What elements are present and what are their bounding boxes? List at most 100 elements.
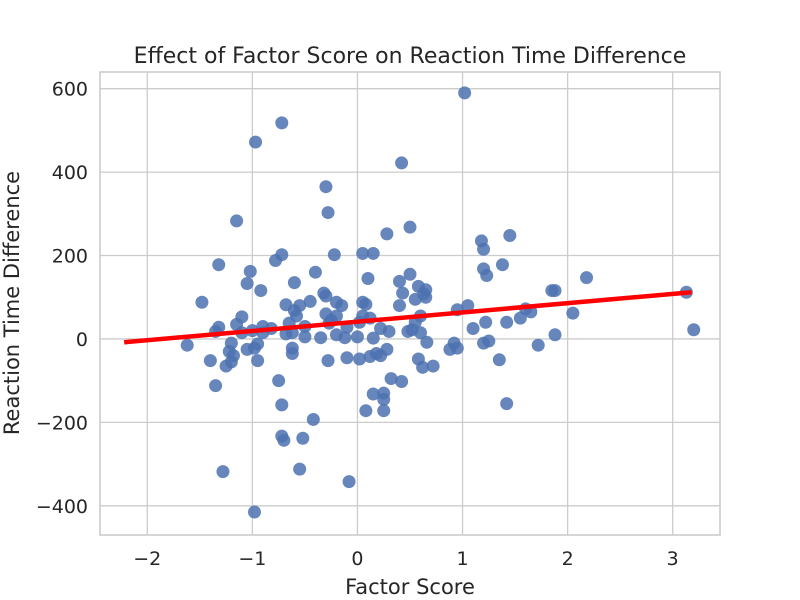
grid-lines bbox=[100, 72, 720, 535]
data-point bbox=[303, 294, 317, 308]
data-point bbox=[321, 354, 335, 368]
data-point bbox=[308, 265, 322, 279]
data-point bbox=[500, 315, 514, 329]
x-tick-label: 2 bbox=[562, 548, 574, 570]
data-point bbox=[275, 398, 289, 412]
data-point bbox=[366, 246, 380, 260]
data-point bbox=[513, 311, 527, 325]
data-point bbox=[419, 290, 433, 304]
data-point bbox=[403, 220, 417, 234]
data-point bbox=[209, 379, 223, 393]
data-point bbox=[492, 353, 506, 367]
y-tick-label: 400 bbox=[52, 162, 88, 184]
data-points bbox=[180, 86, 701, 519]
data-point bbox=[212, 258, 226, 272]
x-tick-label: 0 bbox=[351, 548, 363, 570]
data-point bbox=[374, 349, 388, 363]
data-point bbox=[416, 360, 430, 374]
data-point bbox=[395, 375, 409, 389]
data-point bbox=[396, 286, 410, 300]
data-point bbox=[443, 342, 457, 356]
y-tick-label: −400 bbox=[36, 496, 88, 518]
plot-frame bbox=[99, 71, 721, 536]
data-point bbox=[405, 323, 419, 337]
y-tick-labels: −400 −200 0 200 400 600 bbox=[36, 79, 88, 518]
data-point bbox=[495, 258, 509, 272]
data-point bbox=[531, 338, 545, 352]
data-point bbox=[287, 276, 301, 290]
data-point bbox=[366, 331, 380, 345]
data-point bbox=[340, 351, 354, 365]
data-point bbox=[403, 267, 417, 281]
data-point bbox=[350, 330, 364, 344]
data-point bbox=[580, 271, 594, 285]
data-point bbox=[356, 246, 370, 260]
y-tick-label: 0 bbox=[76, 329, 88, 351]
data-point bbox=[461, 299, 475, 313]
data-point bbox=[384, 372, 398, 386]
data-point bbox=[272, 374, 286, 388]
data-point bbox=[195, 295, 209, 309]
y-axis-label: Reaction Time Difference bbox=[0, 171, 24, 435]
y-tick-label: 600 bbox=[52, 79, 88, 101]
data-point bbox=[230, 214, 244, 228]
data-point bbox=[293, 462, 307, 476]
data-point bbox=[687, 323, 701, 337]
data-point bbox=[321, 206, 335, 220]
data-point bbox=[251, 354, 265, 368]
x-tick-label: −2 bbox=[133, 548, 161, 570]
data-point bbox=[306, 412, 320, 426]
data-point bbox=[380, 227, 394, 241]
data-point bbox=[477, 336, 491, 350]
data-point bbox=[382, 324, 396, 338]
data-point bbox=[327, 248, 341, 262]
data-point bbox=[277, 433, 291, 447]
data-point bbox=[342, 475, 356, 489]
data-point bbox=[180, 338, 194, 352]
data-point bbox=[548, 284, 562, 298]
data-point bbox=[392, 299, 406, 313]
data-point bbox=[377, 392, 391, 406]
data-point bbox=[361, 271, 375, 285]
data-point bbox=[319, 289, 333, 303]
data-point bbox=[359, 404, 373, 418]
trend-line-group bbox=[123, 289, 692, 345]
data-point bbox=[458, 86, 472, 100]
x-tick-label: 1 bbox=[456, 548, 468, 570]
data-point bbox=[377, 404, 391, 418]
y-tick-label: 200 bbox=[52, 246, 88, 268]
chart-title: Effect of Factor Score on Reaction Time … bbox=[134, 44, 687, 69]
data-point bbox=[338, 331, 352, 345]
data-point bbox=[480, 269, 494, 283]
data-point bbox=[247, 505, 261, 519]
data-point bbox=[479, 315, 493, 329]
data-point bbox=[243, 264, 257, 278]
x-tick-label: −1 bbox=[238, 548, 266, 570]
data-point bbox=[279, 327, 293, 341]
data-point bbox=[335, 299, 349, 313]
data-point bbox=[240, 342, 254, 356]
data-point bbox=[216, 465, 230, 479]
data-point bbox=[219, 359, 233, 373]
data-point bbox=[420, 335, 434, 349]
data-point bbox=[249, 135, 263, 149]
data-point bbox=[314, 331, 328, 345]
data-point bbox=[240, 276, 254, 290]
data-point bbox=[359, 297, 373, 311]
x-axis-label: Factor Score bbox=[345, 575, 475, 599]
x-tick-labels: −2 −1 0 1 2 3 bbox=[133, 548, 678, 570]
data-point bbox=[366, 387, 380, 401]
data-point bbox=[254, 284, 268, 298]
data-point bbox=[319, 180, 333, 194]
data-point bbox=[203, 354, 217, 368]
data-point bbox=[477, 242, 491, 256]
data-point bbox=[298, 330, 312, 344]
data-point bbox=[353, 352, 367, 366]
data-point bbox=[296, 431, 310, 445]
data-point bbox=[275, 116, 289, 130]
data-point bbox=[392, 274, 406, 288]
data-point bbox=[395, 156, 409, 170]
data-point bbox=[285, 347, 299, 361]
data-point bbox=[503, 229, 517, 243]
